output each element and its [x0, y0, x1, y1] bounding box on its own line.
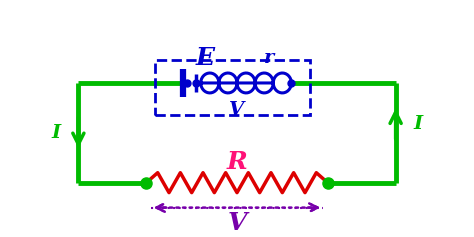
- Text: r: r: [264, 49, 274, 67]
- Text: I: I: [51, 124, 60, 142]
- Bar: [155, 60, 310, 115]
- Text: V: V: [228, 210, 246, 235]
- Text: I: I: [414, 115, 423, 133]
- Text: E: E: [196, 46, 215, 70]
- Text: R: R: [227, 150, 247, 174]
- Text: V: V: [229, 101, 245, 119]
